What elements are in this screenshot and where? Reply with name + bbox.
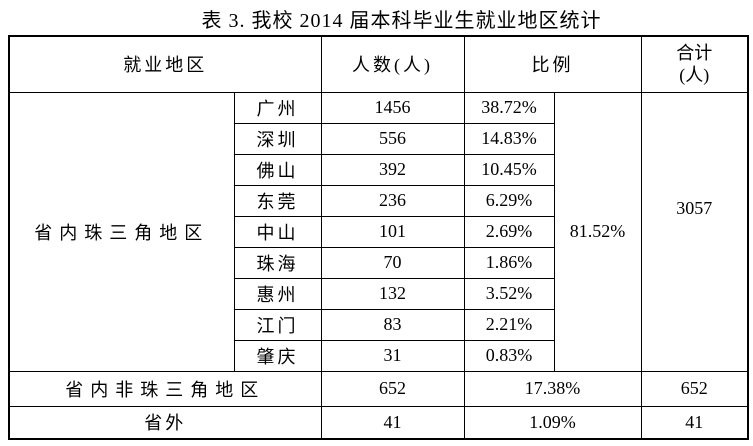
table-row: 肇庆 31 0.83% [9,339,748,372]
city-name-cell: 东莞 [233,184,322,217]
prd-group-ratio: 81.52% [553,91,642,372]
header-total: 合计 (人) [640,35,749,93]
city-ratio-cell: 3.52% [463,277,555,310]
city-ratio-cell: 2.69% [463,215,555,248]
header-count: 人数(人) [320,35,465,93]
out-province-total: 41 [640,405,749,440]
header-ratio: 比例 [463,35,642,93]
city-name-cell: 肇庆 [233,339,322,372]
city-name-cell: 中山 [233,215,322,248]
city-ratio-cell: 6.29% [463,184,555,217]
prd-region-label: 省内珠三角地区 [8,91,235,372]
city-count-cell: 70 [320,246,465,279]
city-name-cell: 珠海 [233,246,322,279]
city-count-cell: 392 [320,153,465,186]
table-row: 省内非珠三角地区 652 17.38% 652 [8,370,749,407]
city-ratio-cell: 2.21% [463,308,555,341]
city-ratio-cell: 1.86% [463,246,555,279]
city-name-cell: 江门 [233,308,322,341]
non-prd-total: 652 [640,370,749,407]
header-total-line2: (人) [679,65,710,86]
table-row: 珠海 70 1.86% [9,246,748,279]
city-name-cell: 深圳 [233,122,322,155]
city-count-cell: 31 [320,339,465,372]
city-ratio-cell: 38.72% [463,91,555,124]
non-prd-label: 省内非珠三角地区 [8,370,322,407]
table-row: 省外 41 1.09% 41 [8,405,749,440]
out-province-ratio: 1.09% [463,405,642,440]
city-ratio-cell: 10.45% [463,153,555,186]
city-name-cell: 佛山 [233,153,322,186]
table-row: 惠州 132 3.52% [9,277,748,310]
city-ratio-cell: 0.83% [463,339,555,372]
non-prd-ratio: 17.38% [463,370,642,407]
table-title: 表 3. 我校 2014 届本科毕业生就业地区统计 [201,10,602,32]
table-row: 省内珠三角地区 广州 1456 38.72% 81.52% 3057 [8,91,749,372]
table-row: 深圳 556 14.83% [9,122,748,155]
table-row: 中山 101 2.69% [9,215,748,248]
non-prd-count: 652 [320,370,465,407]
city-count-cell: 101 [320,215,465,248]
city-ratio-cell: 14.83% [463,122,555,155]
header-row: 就业地区 人数(人) 比例 合计 (人) [8,35,749,93]
city-name-cell: 惠州 [233,277,322,310]
out-province-label: 省外 [8,405,322,440]
city-name-cell: 广州 [233,91,322,124]
header-total-line1: 合计 [676,43,713,64]
table-row: 佛山 392 10.45% [9,153,748,186]
out-province-count: 41 [320,405,465,440]
city-count-cell: 236 [320,184,465,217]
header-region: 就业地区 [8,35,322,93]
city-count-cell: 1456 [320,91,465,124]
table-row: 江门 83 2.21% [9,308,748,341]
city-count-cell: 132 [320,277,465,310]
prd-group-total: 3057 [640,91,749,372]
table-row: 东莞 236 6.29% [9,184,748,217]
prd-group-total-value: 3057 [676,198,713,218]
city-count-cell: 83 [320,308,465,341]
city-count-cell: 556 [320,122,465,155]
employment-region-table: 就业地区 人数(人) 比例 合计 (人) 省内珠三角地区 广州 1456 38.… [8,35,749,440]
